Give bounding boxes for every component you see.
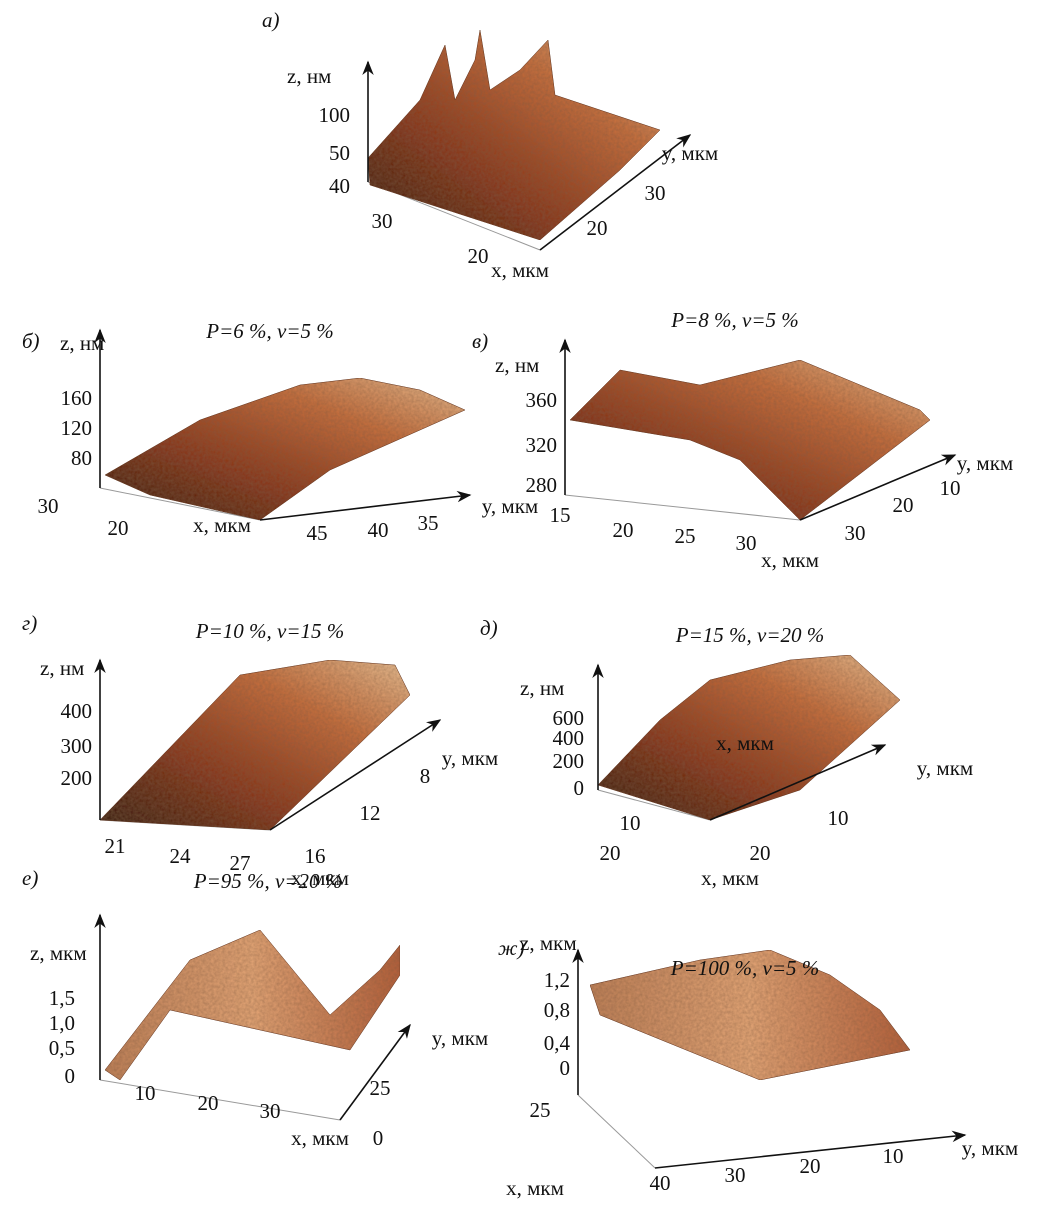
z-tick-label: 300 [61, 734, 93, 758]
y-tick-label: 20 [800, 1154, 821, 1178]
z-label: z, нм [495, 353, 539, 377]
y-label: y, мкм [957, 451, 1013, 475]
inner-label: x, мкм [716, 731, 774, 755]
y-label: y, мкм [482, 494, 538, 518]
x-tick-label: 15 [550, 503, 571, 527]
base-line [565, 495, 800, 520]
x-tick-label: 30 [260, 1099, 281, 1123]
y-tick-label: 8 [420, 764, 431, 788]
z-label: z, мкм [520, 931, 577, 955]
y-tick-label: 10 [828, 806, 849, 830]
z-tick-label: 0 [560, 1056, 571, 1080]
base-line [578, 1095, 655, 1168]
y-tick-label: 25 [370, 1076, 391, 1100]
panel-label: a) [262, 8, 280, 32]
x-tick-label: 25 [675, 524, 696, 548]
z-tick-label: 200 [61, 766, 93, 790]
z-tick-label: 200 [553, 749, 585, 773]
z-label: z, нм [287, 64, 331, 88]
y-tick-label: 20 [750, 841, 771, 865]
panel-title: P=10 %, v=15 % [195, 619, 344, 643]
panel-title: P=100 %, v=5 % [670, 956, 819, 980]
x-tick-label: 21 [105, 834, 126, 858]
x-tick-label: 10 [135, 1081, 156, 1105]
x-tick-label: 30 [38, 494, 59, 518]
panel-label: б) [22, 329, 40, 353]
panel-title: P=6 %, v=5 % [205, 319, 333, 343]
y-label: y, мкм [962, 1136, 1018, 1160]
z-tick-label: 160 [61, 386, 93, 410]
x-label: x, мкм [506, 1176, 564, 1200]
y-axis [260, 495, 470, 520]
y-tick-label: 35 [418, 511, 439, 535]
x-tick-label: 24 [170, 844, 192, 868]
z-tick-label: 0,5 [49, 1036, 75, 1060]
x-label: x, мкм [761, 548, 819, 572]
z-tick-label: 1,0 [49, 1011, 75, 1035]
y-tick-label: 10 [940, 476, 961, 500]
y-tick-label: 16 [305, 844, 326, 868]
z-tick-label: 40 [329, 174, 350, 198]
x-tick-label: 20 [108, 516, 129, 540]
z-label: z, нм [60, 331, 104, 355]
y-tick-label: 12 [360, 801, 381, 825]
y-tick-label: 30 [845, 521, 866, 545]
x-tick-label: 25 [530, 1098, 551, 1122]
panel-label: д) [480, 616, 498, 640]
panel-title: P=15 %, v=20 % [675, 623, 824, 647]
z-tick-label: 400 [553, 726, 585, 750]
z-tick-label: 100 [319, 103, 351, 127]
surface [105, 930, 400, 1080]
panel-title: P=95 %, v=20 % [193, 869, 342, 893]
y-label: y, мкм [432, 1026, 488, 1050]
x-tick-label: 30 [736, 531, 757, 555]
z-tick-label: 1,2 [544, 968, 570, 992]
surface [570, 360, 930, 520]
z-label: z, мкм [30, 941, 87, 965]
y-label: y, мкм [662, 141, 718, 165]
z-tick-label: 80 [71, 446, 92, 470]
x-label: x, мкм [491, 258, 549, 282]
x-tick-label: 10 [620, 811, 641, 835]
y-tick-label: 20 [893, 493, 914, 517]
x-tick-label: 20 [198, 1091, 219, 1115]
y-label: y, мкм [917, 756, 973, 780]
z-label: z, нм [520, 676, 564, 700]
panel-label: г) [22, 611, 37, 635]
z-tick-label: 360 [526, 388, 558, 412]
z-tick-label: 120 [61, 416, 93, 440]
surface [368, 30, 660, 240]
z-tick-label: 0 [65, 1064, 76, 1088]
x-tick-label: 20 [613, 518, 634, 542]
x-tick-label: 20 [600, 841, 621, 865]
z-label: z, нм [40, 656, 84, 680]
x-tick-label: 30 [372, 209, 393, 233]
y-tick-label: 10 [883, 1144, 904, 1168]
z-tick-label: 0,8 [544, 998, 570, 1022]
z-tick-label: 50 [329, 141, 350, 165]
z-tick-label: 280 [526, 473, 558, 497]
x-tick-label: 20 [468, 244, 489, 268]
y-tick-label: 45 [307, 521, 328, 545]
z-tick-label: 1,5 [49, 986, 75, 1010]
y-tick-label: 40 [650, 1171, 671, 1195]
z-tick-label: 0 [574, 776, 585, 800]
z-tick-label: 400 [61, 699, 93, 723]
x-label: x, мкм [193, 513, 251, 537]
z-tick-label: 320 [526, 433, 558, 457]
x-label: x, мкм [291, 1126, 349, 1150]
y-tick-label: 0 [373, 1126, 384, 1150]
y-tick-label: 30 [725, 1163, 746, 1187]
y-tick-label: 20 [587, 216, 608, 240]
figure: a)z, нм100504030202030x, мкмy, мкмб)P=6 … [0, 0, 1048, 1216]
z-tick-label: 0,4 [544, 1031, 571, 1055]
panel-label: в) [472, 329, 488, 353]
y-label: y, мкм [442, 746, 498, 770]
x-label: x, мкм [701, 866, 759, 890]
y-tick-label: 40 [368, 518, 389, 542]
panel-title: P=8 %, v=5 % [670, 308, 798, 332]
panel-label: е) [22, 866, 38, 890]
y-tick-label: 30 [645, 181, 666, 205]
surface [105, 378, 465, 520]
